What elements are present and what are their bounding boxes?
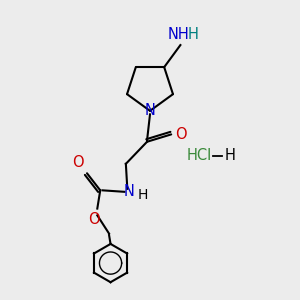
- Text: HCl: HCl: [187, 148, 212, 164]
- Text: O: O: [72, 155, 83, 170]
- Text: N: N: [145, 103, 155, 118]
- Text: O: O: [88, 212, 100, 227]
- Text: O: O: [175, 127, 186, 142]
- Text: H: H: [224, 148, 235, 164]
- Text: H: H: [138, 188, 148, 202]
- Text: H: H: [187, 26, 198, 41]
- Text: N: N: [123, 184, 134, 199]
- Text: NH: NH: [168, 26, 190, 41]
